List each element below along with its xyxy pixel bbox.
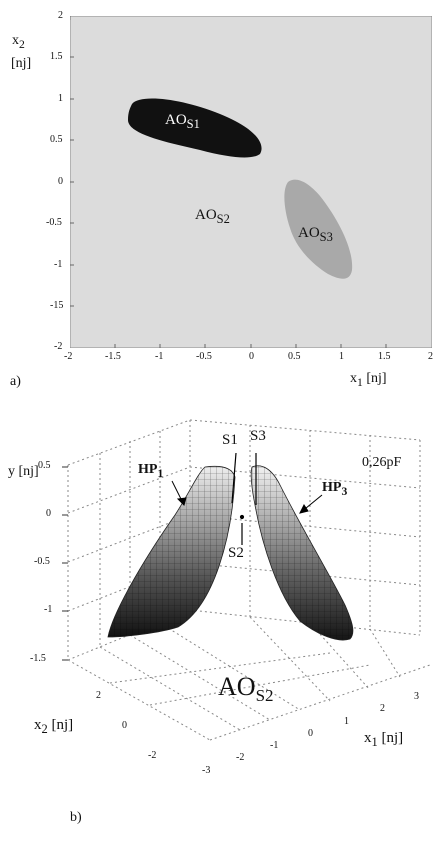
- x2label-sub: 2: [41, 722, 48, 736]
- ytick-label: -1: [54, 259, 63, 270]
- label-ao-s2: AOS2: [195, 207, 230, 227]
- hp3-name: HP: [322, 480, 342, 495]
- xtick-label: -1.5: [105, 351, 121, 362]
- figure-a-panel-label: a): [10, 374, 21, 389]
- xtick-label: -2: [64, 351, 73, 362]
- xlabel-unit: [nj]: [366, 371, 387, 386]
- ao-s2-3d-name: AO: [218, 672, 256, 701]
- x2tick-label: -2: [148, 750, 157, 761]
- xtick-label: 2: [428, 351, 433, 362]
- x1tick-label: -2: [236, 752, 245, 763]
- xlabel-var: x: [350, 371, 357, 386]
- figure-b-panel-label: b): [70, 810, 82, 825]
- label-s2: S2: [228, 545, 244, 561]
- figure-a-ylabel-unit: [nj]: [11, 56, 32, 71]
- ztick-label: -1.5: [30, 653, 46, 664]
- xtick-label: 1.5: [378, 351, 391, 362]
- ytick-label: 1.5: [50, 51, 63, 62]
- label-hp3: HP3: [322, 480, 347, 498]
- ztick-label: 0: [46, 508, 51, 519]
- region-ao-s1: [128, 98, 262, 158]
- x1label-sub: 1: [371, 735, 378, 749]
- label-ao-s3-sub: S3: [319, 230, 333, 244]
- ytick-label: 0.5: [50, 134, 63, 145]
- ytick-label: -2: [54, 341, 63, 352]
- x1tick-label: 1: [344, 716, 349, 727]
- ytick-label: -0.5: [46, 217, 62, 228]
- label-ao-s2-sub: S2: [216, 212, 230, 226]
- label-ao-s3-name: AO: [298, 225, 320, 241]
- label-s1: S1: [222, 432, 238, 448]
- surface-hp1: [107, 465, 236, 638]
- hp1-name: HP: [138, 462, 158, 477]
- ytick-label: -15: [50, 300, 64, 311]
- region-ao-s3: [284, 179, 353, 279]
- x2label-var: x: [34, 717, 42, 733]
- xtick-label: 0: [249, 351, 254, 362]
- label-ao-s1-name: AO: [165, 112, 187, 128]
- figure-b-x1label: x1 [nj]: [364, 730, 403, 750]
- label-hp1: HP1: [138, 462, 163, 480]
- xtick-label: -0.5: [196, 351, 212, 362]
- x1tick-label: -3: [202, 765, 211, 776]
- x1tick-label: 2: [380, 703, 385, 714]
- point-markers: [231, 452, 257, 545]
- xtick-label: 0.5: [288, 351, 301, 362]
- surface-hp3: [250, 465, 354, 641]
- label-s3: S3: [250, 428, 266, 444]
- xtick-label: -1: [155, 351, 164, 362]
- x2tick-label: 2: [96, 690, 101, 701]
- x2tick-label: 0: [122, 720, 127, 731]
- xlabel-sub: 1: [357, 375, 363, 389]
- xtick-label: 1: [339, 351, 344, 362]
- capacity-annotation: 0,26pF: [362, 455, 402, 470]
- hp-arrows: [171, 480, 323, 514]
- label-ao-s1-sub: S1: [186, 117, 200, 131]
- ylabel-var: x: [12, 33, 19, 48]
- ztick-label: -1: [44, 604, 53, 615]
- label-ao-s1: AOS1: [165, 112, 200, 132]
- x2label-unit: [nj]: [51, 717, 74, 733]
- ytick-label: 2: [58, 10, 63, 21]
- hp1-sub: 1: [157, 466, 164, 480]
- figure-b-x2label: x2 [nj]: [34, 717, 73, 737]
- figure-a-ylabel: x2: [12, 33, 25, 51]
- label-ao-s2-name: AO: [195, 207, 217, 223]
- hp3-sub: 3: [341, 484, 348, 498]
- figure-b-ylabel: y [nj]: [8, 464, 39, 479]
- ztick-label: 0.5: [38, 460, 51, 471]
- figure-a-xlabel: x1 [nj]: [350, 371, 387, 389]
- label-ao-s2-3d: AOS2: [218, 672, 274, 706]
- x1label-unit: [nj]: [381, 730, 404, 746]
- x1tick-label: 0: [308, 728, 313, 739]
- label-ao-s3: AOS3: [298, 225, 333, 245]
- ztick-label: -0.5: [34, 556, 50, 567]
- ytick-label: 1: [58, 93, 63, 104]
- figure-a-plot: [70, 16, 432, 348]
- ylabel-sub: 2: [19, 37, 25, 51]
- x1label-var: x: [364, 730, 372, 746]
- region-background: [70, 16, 432, 348]
- ytick-label: 0: [58, 176, 63, 187]
- ao-s2-3d-sub: S2: [255, 686, 274, 706]
- x1tick-label: -1: [270, 740, 279, 751]
- x1tick-label: 3: [414, 691, 419, 702]
- figure-b-plot: [62, 419, 431, 741]
